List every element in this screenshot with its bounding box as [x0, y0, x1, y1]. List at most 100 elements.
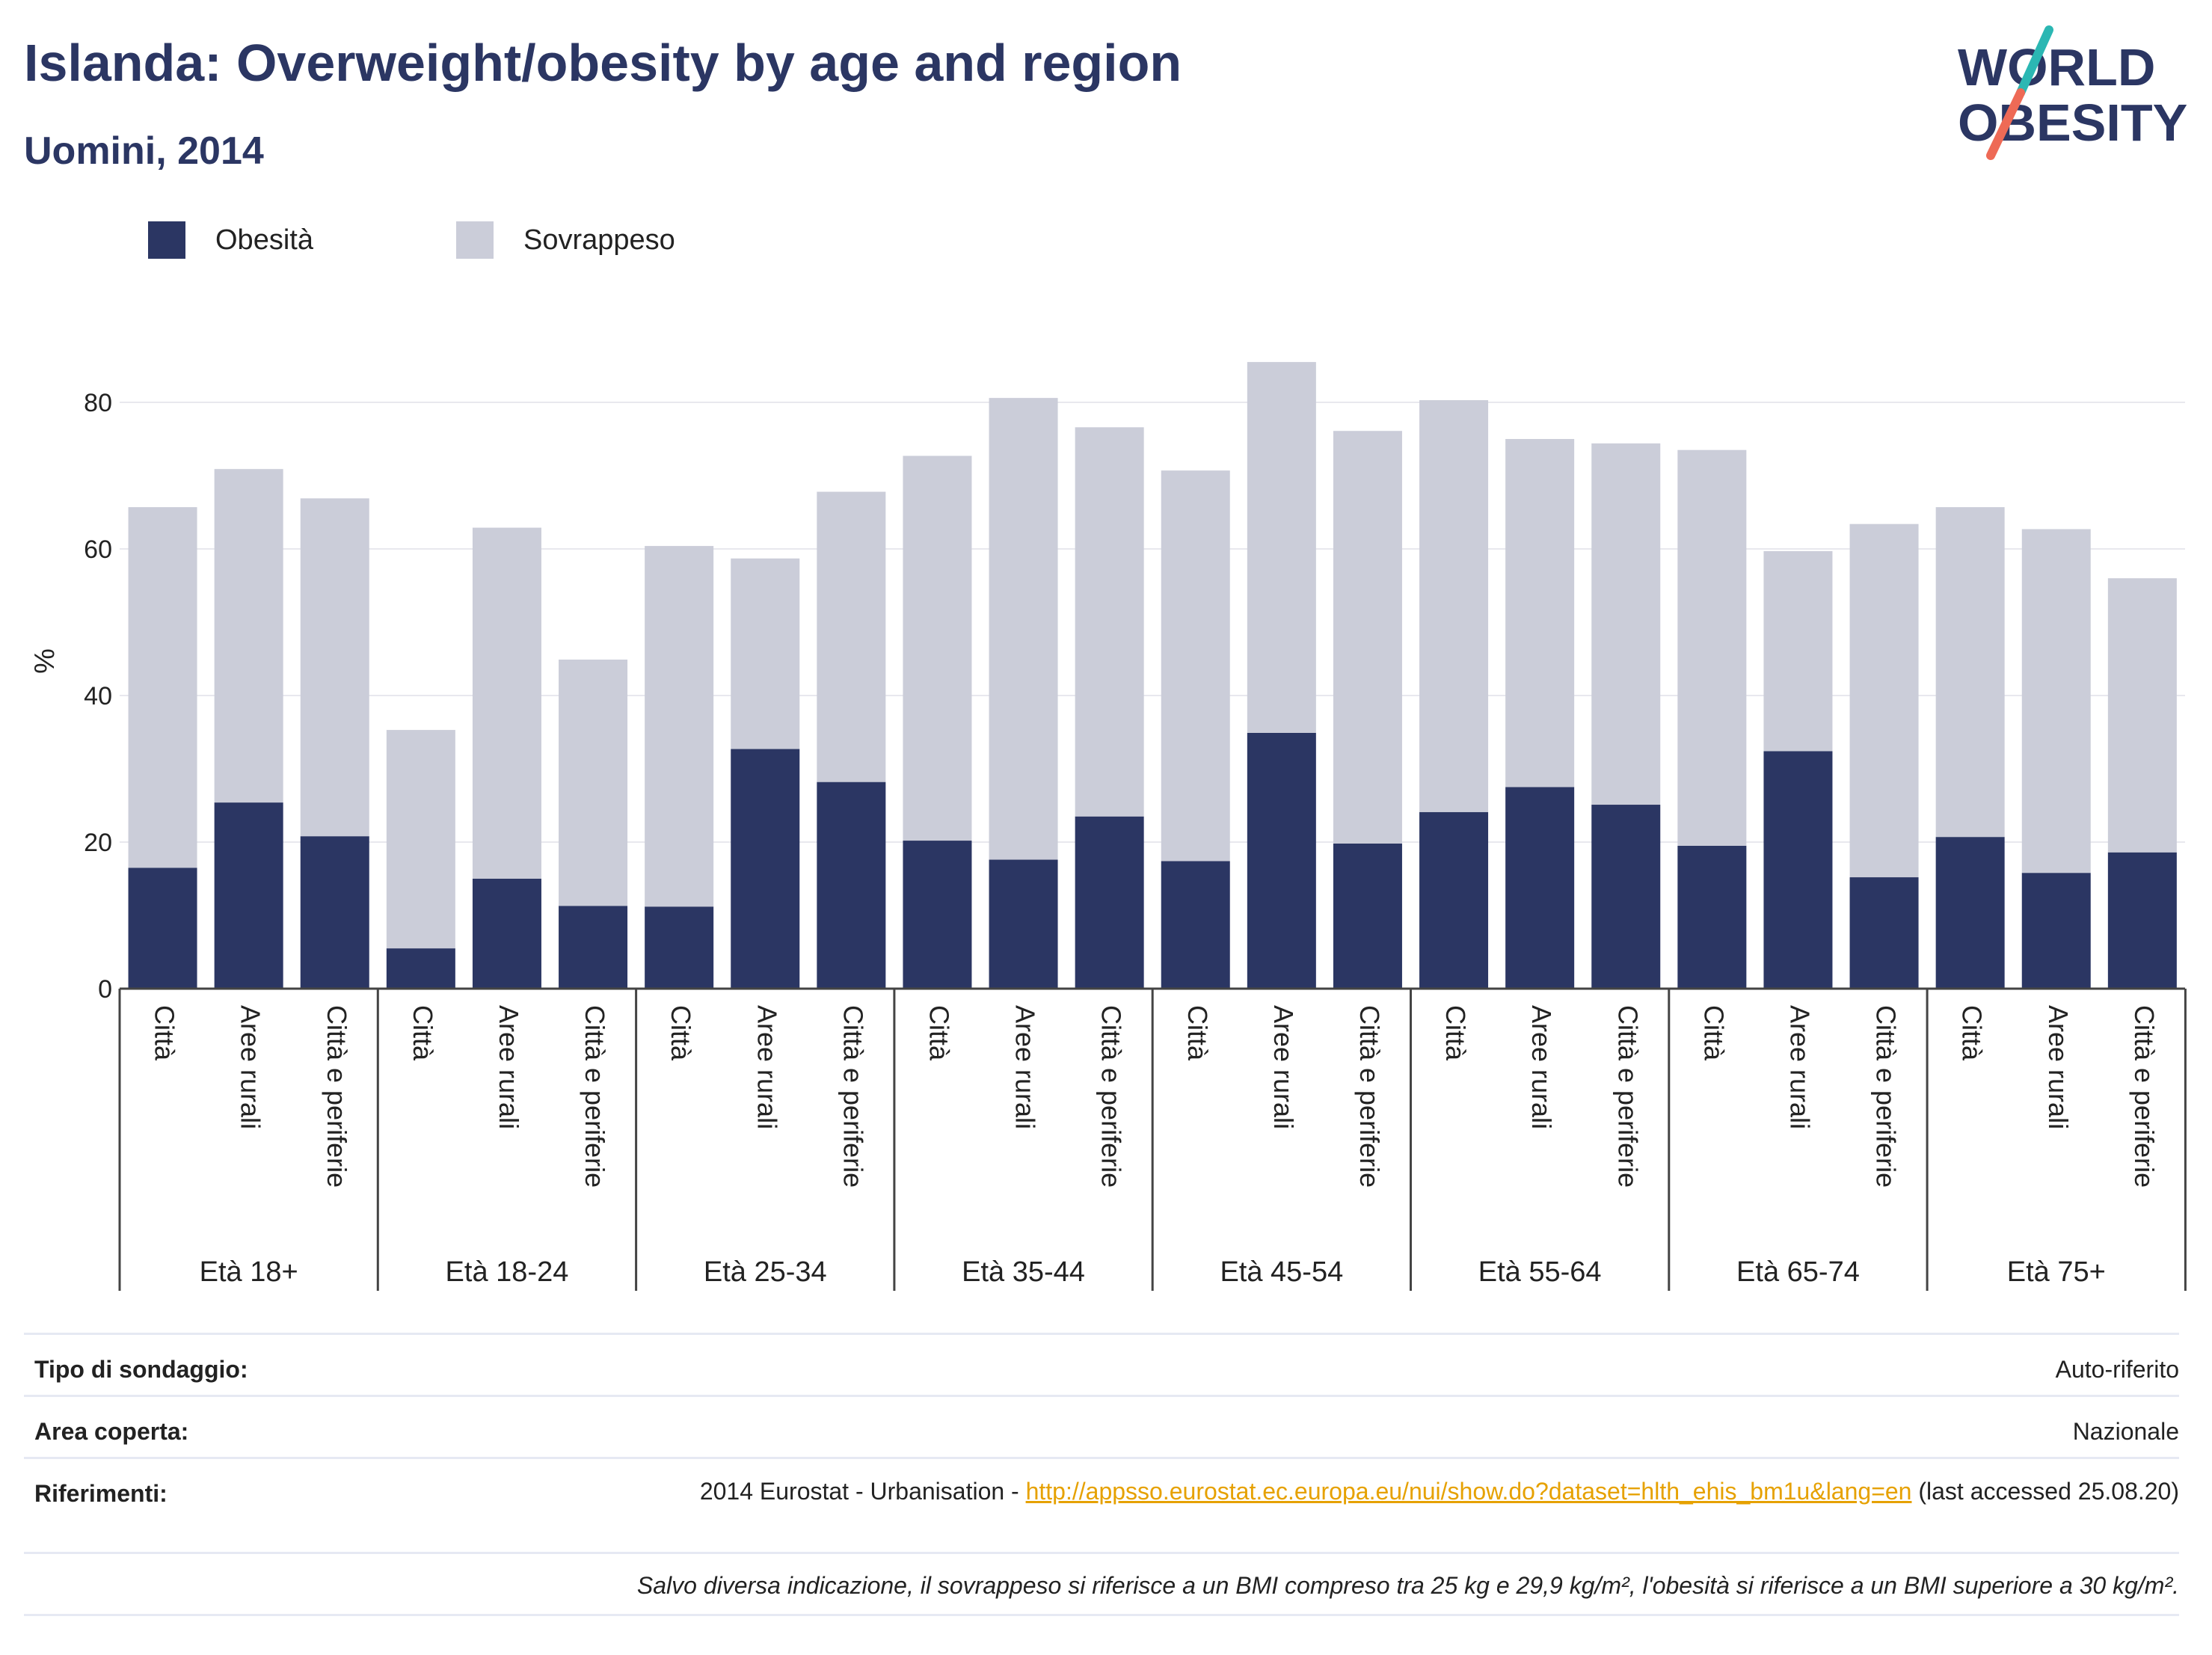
x-category-label: Città — [1182, 1005, 1213, 1061]
bar-overweight — [1849, 523, 1919, 878]
x-group-label: Età 18+ — [200, 1256, 298, 1288]
x-category-label: Città e periferie — [838, 1005, 868, 1188]
bar-overweight — [214, 469, 283, 803]
bar-overweight — [559, 659, 628, 906]
logo-slash-coral — [1986, 88, 2025, 160]
bar-obesity — [559, 906, 628, 989]
x-group-label: Età 65-74 — [1736, 1256, 1860, 1288]
references-value: 2014 Eurostat - Urbanisation - http://ap… — [549, 1474, 2179, 1508]
bar-overweight — [1247, 362, 1316, 733]
bar-overweight — [817, 491, 886, 782]
legend-swatch-obesity — [148, 221, 185, 259]
x-category-label: Città e periferie — [1871, 1005, 1902, 1188]
info-row-survey: Tipo di sondaggio: Auto-riferito — [24, 1333, 2179, 1395]
x-category-label: Città e periferie — [2129, 1005, 2160, 1188]
chart-subtitle: Uomini, 2014 — [24, 129, 264, 173]
bar-obesity — [989, 859, 1058, 989]
bar-overweight — [2021, 529, 2091, 873]
bar-obesity — [1677, 845, 1747, 989]
logo-slash-teal — [2016, 25, 2053, 97]
world-obesity-logo: WORLD OBESITY — [1958, 25, 2187, 160]
x-category-label: Città — [1440, 1005, 1471, 1061]
x-category-label: Città — [150, 1005, 180, 1061]
bar-obesity — [1591, 805, 1661, 989]
x-category-label: Aree rurali — [236, 1005, 266, 1129]
y-tick-label: 20 — [84, 829, 112, 857]
x-group-label: Età 25-34 — [704, 1256, 827, 1288]
survey-value: Auto-riferito — [2055, 1356, 2179, 1383]
legend-label-obesity: Obesità — [215, 224, 313, 256]
bar-chart: 0 20 40 60 80% Città Aree rurali Città e perife… — [29, 362, 2187, 1291]
bar-obesity — [1247, 732, 1316, 989]
bar-overweight — [472, 527, 541, 879]
bar-obesity — [1161, 861, 1230, 989]
y-tick-label: 0 — [98, 975, 112, 1004]
x-category-label: Città e periferie — [1096, 1005, 1127, 1188]
y-tick-label: 40 — [84, 682, 112, 710]
x-category-label: Aree rurali — [494, 1005, 524, 1129]
bar-overweight — [300, 498, 369, 837]
references-prefix: 2014 Eurostat - Urbanisation - — [699, 1478, 1026, 1505]
bar-overweight — [128, 507, 197, 868]
references-label: Riferimenti: — [34, 1480, 168, 1507]
x-group-label: Età 35-44 — [962, 1256, 1085, 1288]
bar-overweight — [2107, 578, 2177, 853]
bar-obesity — [645, 906, 714, 989]
x-category-label: Città — [924, 1005, 954, 1061]
area-value: Nazionale — [2072, 1418, 2179, 1445]
info-table: Tipo di sondaggio: Auto-riferito Area co… — [24, 1333, 2179, 1616]
legend-swatch-overweight — [456, 221, 494, 259]
x-category-label: Città — [666, 1005, 696, 1061]
bar-obesity — [2021, 873, 2091, 989]
bar-obesity — [1419, 811, 1489, 989]
bar-obesity — [903, 841, 972, 989]
bar-overweight — [1075, 427, 1144, 817]
bar-overweight — [903, 455, 972, 841]
bar-obesity — [1763, 751, 1833, 989]
x-category-label: Aree rurali — [1010, 1005, 1041, 1129]
bar-overweight — [1591, 443, 1661, 805]
bar-overweight — [1935, 507, 2005, 838]
x-group-label: Età 18-24 — [446, 1256, 569, 1288]
y-tick-label: 60 — [84, 535, 112, 564]
bar-obesity — [1849, 877, 1919, 989]
bar-obesity — [300, 836, 369, 989]
info-row-note: Salvo diversa indicazione, il sovrappeso… — [24, 1552, 2179, 1616]
x-category-label: Aree rurali — [1784, 1005, 1815, 1129]
bar-obesity — [1935, 837, 2005, 989]
info-row-references: Riferimenti: 2014 Eurostat - Urbanisatio… — [24, 1457, 2179, 1552]
bar-overweight — [1419, 400, 1489, 812]
definition-note: Salvo diversa indicazione, il sovrappeso… — [636, 1572, 2179, 1599]
x-group-label: Età 55-64 — [1478, 1256, 1602, 1288]
bar-overweight — [989, 398, 1058, 860]
bar-obesity — [2107, 852, 2177, 989]
bar-overweight — [1763, 550, 1833, 752]
legend-label-overweight: Sovrappeso — [523, 224, 675, 256]
bar-overweight — [1677, 449, 1747, 846]
y-axis-title: % — [29, 648, 61, 674]
bar-overweight — [1333, 431, 1402, 844]
legend-item-obesity[interactable]: Obesità — [148, 221, 313, 259]
x-group-label: Età 75+ — [2007, 1256, 2106, 1288]
x-category-label: Città — [1957, 1005, 1988, 1061]
bar-overweight — [731, 558, 800, 749]
chart-title: Islanda: Overweight/obesity by age and r… — [24, 34, 1182, 92]
bar-obesity — [731, 749, 800, 989]
x-category-label: Città e periferie — [580, 1005, 610, 1188]
bar-obesity — [386, 948, 455, 989]
bar-overweight — [1505, 439, 1575, 787]
bar-obesity — [1505, 787, 1575, 989]
x-category-label: Aree rurali — [1526, 1005, 1557, 1129]
bar-obesity — [817, 782, 886, 989]
x-group-label: Età 45-54 — [1220, 1256, 1343, 1288]
legend-item-overweight[interactable]: Sovrappeso — [456, 221, 675, 259]
x-category-label: Città e periferie — [322, 1005, 352, 1188]
x-category-label: Città — [408, 1005, 438, 1061]
bar-obesity — [1075, 816, 1144, 989]
references-link[interactable]: http://appsso.eurostat.ec.europa.eu/nui/… — [1025, 1478, 1912, 1505]
bar-overweight — [1161, 470, 1230, 862]
x-category-label: Città — [1698, 1005, 1729, 1061]
y-tick-label: 80 — [84, 389, 112, 417]
logo-line1: WORLD — [1958, 38, 2155, 96]
x-category-label: Città e periferie — [1612, 1005, 1643, 1188]
